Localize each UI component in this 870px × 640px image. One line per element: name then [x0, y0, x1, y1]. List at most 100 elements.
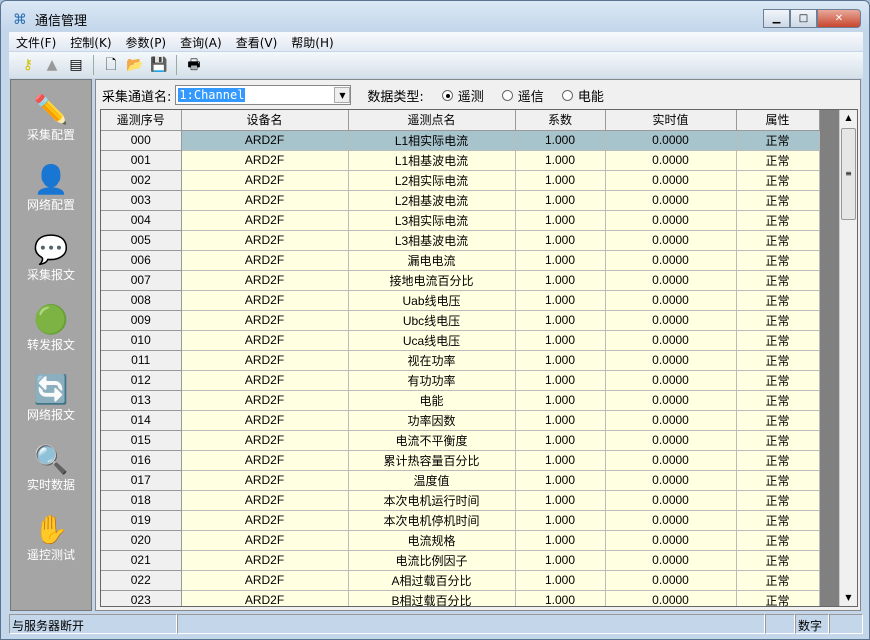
radio-icon[interactable]	[561, 89, 573, 101]
table-cell: L3相基波电流	[348, 230, 516, 251]
table-cell: ARD2F	[181, 550, 349, 571]
table-cell: 0.0000	[605, 290, 737, 311]
table-row[interactable]: 021 ARD2F 电流比例因子 1.000 0.0000 正常	[101, 550, 820, 571]
column-header[interactable]: 设备名	[181, 110, 349, 131]
sidebar-item[interactable]: 🔍 实时数据	[11, 430, 91, 500]
table-row[interactable]: 017 ARD2F 温度值 1.000 0.0000 正常	[101, 470, 820, 491]
table-cell: 011	[101, 350, 182, 371]
column-header[interactable]: 实时值	[605, 110, 737, 131]
column-header[interactable]: 系数	[515, 110, 606, 131]
column-header[interactable]: 遥测序号	[101, 110, 182, 131]
sidebar-icon: 👤	[33, 163, 69, 196]
table-cell: 正常	[736, 450, 820, 471]
maximize-button[interactable]: □	[790, 9, 817, 28]
table-cell: 1.000	[515, 290, 606, 311]
table-cell: 接地电流百分比	[348, 270, 516, 291]
save-icon[interactable]: 💾	[150, 57, 168, 73]
scroll-up-button[interactable]: ▲	[845, 113, 852, 122]
sidebar-item[interactable]: 🔄 网络报文	[11, 360, 91, 430]
vertical-scrollbar[interactable]: ▲ ≡ ▼	[839, 110, 857, 606]
table-cell: ARD2F	[181, 590, 349, 606]
print-icon[interactable]: 🖶	[187, 57, 201, 73]
sidebar-item[interactable]: 👤 网络配置	[11, 150, 91, 220]
table-row[interactable]: 004 ARD2F L3相实际电流 1.000 0.0000 正常	[101, 210, 820, 231]
table-cell: ARD2F	[181, 330, 349, 351]
new-file-icon[interactable]: 🗋	[105, 57, 117, 73]
scroll-thumb[interactable]: ≡	[841, 128, 856, 220]
table-row[interactable]: 020 ARD2F 电流规格 1.000 0.0000 正常	[101, 530, 820, 551]
table-row[interactable]: 003 ARD2F L2相基波电流 1.000 0.0000 正常	[101, 190, 820, 211]
table-cell: ARD2F	[181, 390, 349, 411]
table-cell: 000	[101, 130, 182, 151]
table-row[interactable]: 002 ARD2F L2相实际电流 1.000 0.0000 正常	[101, 170, 820, 191]
table-row[interactable]: 006 ARD2F 漏电电流 1.000 0.0000 正常	[101, 250, 820, 271]
close-button[interactable]: ✕	[817, 9, 861, 28]
table-row[interactable]: 019 ARD2F 本次电机停机时间 1.000 0.0000 正常	[101, 510, 820, 531]
menu-item[interactable]: 控制(K)	[70, 36, 112, 50]
table-cell: 0.0000	[605, 310, 737, 331]
sidebar-item[interactable]: ✋ 遥控测试	[11, 500, 91, 570]
table-cell: 014	[101, 410, 182, 431]
sidebar-item[interactable]: 💬 采集报文	[11, 220, 91, 290]
table-row[interactable]: 010 ARD2F Uca线电压 1.000 0.0000 正常	[101, 330, 820, 351]
table-cell: L3相实际电流	[348, 210, 516, 231]
table-cell: 正常	[736, 270, 820, 291]
table-row[interactable]: 012 ARD2F 有功功率 1.000 0.0000 正常	[101, 370, 820, 391]
menu-item[interactable]: 参数(P)	[125, 36, 167, 50]
menu-item[interactable]: 帮助(H)	[291, 36, 334, 50]
sidebar-item-label: 遥控测试	[26, 548, 75, 562]
table-cell: 020	[101, 530, 182, 551]
table-row[interactable]: 011 ARD2F 视在功率 1.000 0.0000 正常	[101, 350, 820, 371]
data-grid: 遥测序号 设备名 遥测点名 系数 实时值 属性 000 ARD2F L1相实际电流 1.000 0…	[100, 109, 858, 607]
table-row[interactable]: 023 ARD2F B相过载百分比 1.000 0.0000 正常	[101, 590, 820, 606]
table-cell: 正常	[736, 410, 820, 431]
table-cell: 018	[101, 490, 182, 511]
table-cell: 1.000	[515, 210, 606, 231]
table-cell: 016	[101, 450, 182, 471]
sidebar-item[interactable]: 🟢 转发报文	[11, 290, 91, 360]
radio-icon[interactable]	[501, 89, 513, 101]
main-panel: 采集通道名: 1:Channel ▼ 数据类型: 遥测 遥信 电能 遥测序号 设备名遥…	[95, 79, 861, 611]
menu-item[interactable]: 文件(F)	[16, 36, 57, 50]
sidebar-item[interactable]: ✏️ 采集配置	[11, 80, 91, 150]
open-folder-icon[interactable]: 📂	[126, 57, 144, 73]
table-row[interactable]: 008 ARD2F Uab线电压 1.000 0.0000 正常	[101, 290, 820, 311]
resize-grip[interactable]	[829, 614, 863, 634]
table-row[interactable]: 000 ARD2F L1相实际电流 1.000 0.0000 正常	[101, 130, 820, 151]
table-cell: 0.0000	[605, 530, 737, 551]
table-cell: ARD2F	[181, 350, 349, 371]
table-row[interactable]: 013 ARD2F 电能 1.000 0.0000 正常	[101, 390, 820, 411]
bell-icon[interactable]: ▲	[46, 57, 58, 73]
table-row[interactable]: 005 ARD2F L3相基波电流 1.000 0.0000 正常	[101, 230, 820, 251]
table-row[interactable]: 015 ARD2F 电流不平衡度 1.000 0.0000 正常	[101, 430, 820, 451]
table-row[interactable]: 018 ARD2F 本次电机运行时间 1.000 0.0000 正常	[101, 490, 820, 511]
table-row[interactable]: 001 ARD2F L1相基波电流 1.000 0.0000 正常	[101, 150, 820, 171]
table-cell: 0.0000	[605, 250, 737, 271]
channel-select[interactable]: 1:Channel ▼	[175, 85, 352, 105]
minimize-button[interactable]: ▁	[763, 9, 790, 28]
column-header[interactable]: 属性	[736, 110, 820, 131]
data-type-radio[interactable]: 电能	[561, 86, 604, 105]
table-cell: ARD2F	[181, 510, 349, 531]
menu-item[interactable]: 查询(A)	[180, 36, 222, 50]
chevron-down-icon[interactable]: ▼	[334, 87, 351, 103]
table-cell: ARD2F	[181, 490, 349, 511]
menu-item[interactable]: 查看(V)	[235, 36, 278, 50]
column-header[interactable]: 遥测点名	[348, 110, 516, 131]
table-row[interactable]: 007 ARD2F 接地电流百分比 1.000 0.0000 正常	[101, 270, 820, 291]
data-type-radio[interactable]: 遥测	[441, 86, 484, 105]
properties-icon[interactable]: ▤	[69, 57, 83, 73]
table-row[interactable]: 009 ARD2F Ubc线电压 1.000 0.0000 正常	[101, 310, 820, 331]
table-row[interactable]: 022 ARD2F A相过载百分比 1.000 0.0000 正常	[101, 570, 820, 591]
table-cell: 0.0000	[605, 550, 737, 571]
scroll-down-button[interactable]: ▼	[845, 593, 852, 602]
data-type-radio[interactable]: 遥信	[501, 86, 544, 105]
table-cell: 1.000	[515, 550, 606, 571]
table-row[interactable]: 016 ARD2F 累计热容量百分比 1.000 0.0000 正常	[101, 450, 820, 471]
table-cell: ARD2F	[181, 130, 349, 151]
key-icon[interactable]: ⚷	[22, 57, 34, 73]
radio-icon[interactable]	[441, 89, 453, 101]
table-row[interactable]: 014 ARD2F 功率因数 1.000 0.0000 正常	[101, 410, 820, 431]
table-cell: 1.000	[515, 270, 606, 291]
table-cell: ARD2F	[181, 410, 349, 431]
